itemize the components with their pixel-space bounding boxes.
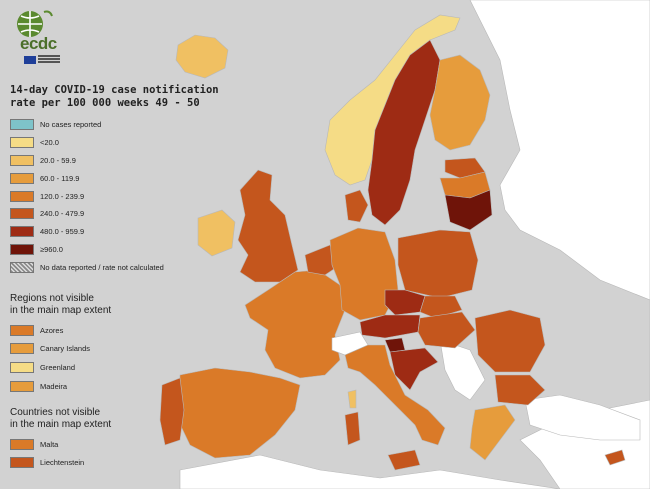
legend-label: 60.0 - 119.9 [40, 173, 80, 183]
region-label: Azores [40, 325, 64, 335]
sweden [367, 39, 441, 226]
region-swatch [10, 380, 34, 392]
iceland [175, 34, 229, 79]
legend-item: <20.0 [10, 134, 235, 152]
legend-item: 120.0 - 239.9 [10, 187, 235, 205]
italy [344, 344, 446, 446]
regions-not-visible: Regions not visible in the main map exte… [10, 293, 111, 395]
country-label: Malta [40, 439, 59, 449]
poland [397, 229, 479, 299]
ireland [197, 209, 236, 257]
hungary [417, 311, 476, 349]
legend-title: 14-day COVID-19 case notification rate p… [10, 84, 219, 109]
region-swatch [10, 343, 34, 355]
legend-swatch [10, 261, 34, 273]
regions-section-title-2: in the main map extent [10, 305, 112, 316]
sardinia [344, 411, 361, 446]
legend-item: 60.0 - 119.9 [10, 169, 235, 187]
legend-label: 120.0 - 239.9 [40, 191, 85, 201]
portugal [159, 377, 185, 446]
bulgaria [494, 374, 546, 406]
regions-section-title-1: Regions not visible [10, 293, 94, 304]
non-eu-land [179, 0, 650, 489]
legend-label: 240.0 - 479.9 [40, 209, 85, 219]
region-label: Canary Islands [40, 344, 91, 354]
legend-swatch [10, 208, 34, 220]
ecdc-logo-text: ecdc [20, 34, 57, 53]
legend-swatch [10, 137, 34, 149]
region-item: Azores [10, 321, 111, 340]
greece [469, 404, 516, 461]
legend-swatch [10, 226, 34, 238]
country-item: Liechtenstein [10, 454, 111, 473]
legend-swatch [10, 243, 34, 255]
legend-item: No data reported / rate not calculated [10, 258, 235, 276]
region-items: Azores Canary Islands Greenland Madeira [10, 321, 111, 395]
denmark [344, 189, 369, 223]
finland [429, 54, 491, 151]
region-swatch [10, 361, 34, 373]
countries-section-title-2: in the main map extent [10, 419, 112, 430]
countries-not-visible: Countries not visible in the main map ex… [10, 407, 111, 472]
region-label: Greenland [40, 362, 76, 372]
region-swatch [10, 324, 34, 336]
region-item: Madeira [10, 377, 111, 396]
legend-swatch [10, 154, 34, 166]
cyprus [604, 449, 626, 466]
sicily [387, 449, 421, 471]
country-label: Liechtenstein [40, 458, 85, 468]
spain [177, 367, 301, 459]
legend-item: 480.0 - 959.9 [10, 223, 235, 241]
legend-swatch [10, 172, 34, 184]
lithuania [444, 189, 493, 231]
legend-label: 20.0 - 59.9 [40, 155, 76, 165]
legend-label: <20.0 [40, 138, 59, 148]
legend-item: 240.0 - 479.9 [10, 205, 235, 223]
region-label: Madeira [40, 381, 68, 391]
legend-swatch [10, 190, 34, 202]
legend-label: No data reported / rate not calculated [40, 262, 164, 272]
legend-item: ≥960.0 [10, 241, 235, 259]
legend-label: No cases reported [40, 120, 102, 130]
corsica [347, 389, 357, 409]
legend-label: 480.0 - 959.9 [40, 227, 85, 237]
country-items: Malta Liechtenstein [10, 435, 111, 472]
region-item: Greenland [10, 358, 111, 377]
country-swatch [10, 457, 34, 469]
legend-items: No cases reported <20.0 20.0 - 59.9 60.0 - … [10, 116, 235, 276]
france [244, 269, 346, 379]
legend-item: 20.0 - 59.9 [10, 152, 235, 170]
legend-item: No cases reported [10, 116, 235, 134]
region-item: Canary Islands [10, 340, 111, 359]
eu-flag-icon [24, 56, 36, 64]
legend-swatch [10, 119, 34, 131]
legend-label: ≥960.0 [40, 244, 63, 254]
ecdc-globe-icon [17, 10, 53, 37]
eu-text-lines [38, 55, 60, 64]
country-swatch [10, 438, 34, 450]
legend: 14-day COVID-19 case notification rate p… [10, 84, 235, 276]
country-item: Malta [10, 435, 111, 454]
countries-section-title-1: Countries not visible [10, 407, 101, 418]
romania [474, 309, 546, 373]
